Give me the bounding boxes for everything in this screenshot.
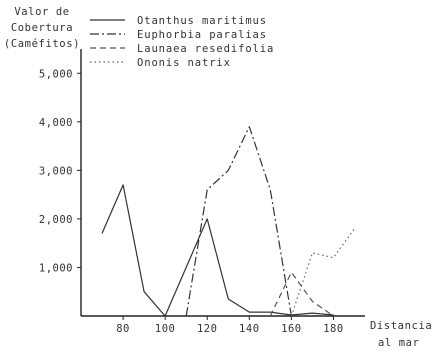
legend-label: Launaea resedifolia — [137, 43, 274, 55]
series-line-1 — [185, 126, 292, 317]
y-tick-label: 1,000 — [39, 262, 73, 274]
y-axis-label-line-3: (Caméfitos) — [3, 38, 81, 50]
y-tick-label: 2,000 — [39, 214, 73, 226]
x-tick-label: 140 — [239, 323, 259, 335]
y-axis-label-line-2: Cobertura — [10, 22, 74, 34]
x-tick-label: 120 — [197, 323, 217, 335]
y-tick-label: 3,000 — [39, 165, 73, 177]
x-tick-label: 180 — [323, 323, 343, 335]
x-axis-label-line-2: al mar — [378, 337, 420, 349]
legend-label: Otanthus maritimus — [137, 15, 267, 27]
legend-label: Ononis natrix — [137, 57, 231, 69]
x-tick-label: 80 — [116, 323, 130, 335]
x-tick-label: 100 — [155, 323, 175, 335]
y-tick-label: 4,000 — [39, 117, 73, 129]
x-tick-label: 160 — [281, 323, 301, 335]
series-line-3 — [290, 228, 355, 317]
legend-label: Euphorbia paralias — [137, 29, 267, 41]
y-tick-label: 5,000 — [39, 68, 73, 80]
series-line-0 — [101, 184, 334, 317]
series-line-2 — [269, 271, 334, 317]
x-axis-label-line-1: Distancia — [370, 320, 433, 332]
y-axis-label-line-1: Valor de — [14, 6, 70, 18]
